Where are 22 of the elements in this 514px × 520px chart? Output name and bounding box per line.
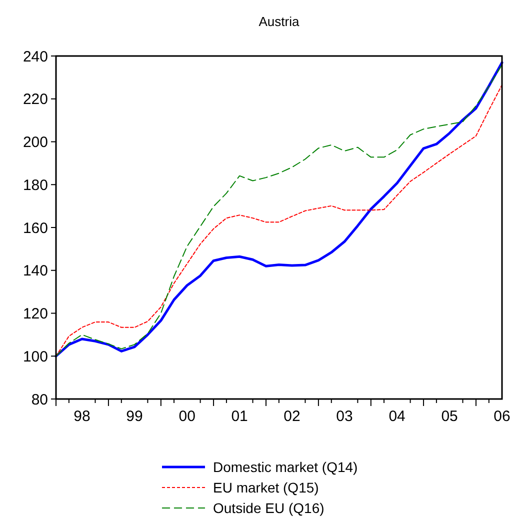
legend-label: Outside EU (Q16): [213, 500, 324, 516]
legend-label: Domestic market (Q14): [213, 458, 358, 475]
x-tick-label: 00: [178, 408, 196, 425]
x-tick-label: 99: [126, 408, 143, 425]
x-tick-label: 02: [284, 408, 300, 425]
x-tick-label: 04: [388, 408, 406, 425]
y-tick-label: 200: [22, 134, 48, 151]
x-tick-label: 03: [336, 408, 353, 425]
y-tick-label: 220: [22, 91, 48, 108]
x-tick-label: 01: [231, 408, 248, 425]
y-tick-label: 80: [31, 391, 48, 408]
y-tick-label: 240: [22, 48, 48, 66]
y-tick-label: 120: [22, 306, 48, 322]
y-tick-label: 160: [22, 220, 48, 237]
x-tick-label: 06: [494, 408, 510, 425]
x-tick-label: 98: [74, 408, 90, 425]
x-tick-label: 05: [441, 408, 458, 425]
chart-title: Austria: [258, 14, 300, 29]
legend-label: EU market (Q15): [213, 479, 319, 496]
y-tick-label: 140: [22, 262, 48, 280]
y-tick-label: 180: [22, 176, 48, 194]
y-tick-label: 100: [22, 348, 48, 366]
